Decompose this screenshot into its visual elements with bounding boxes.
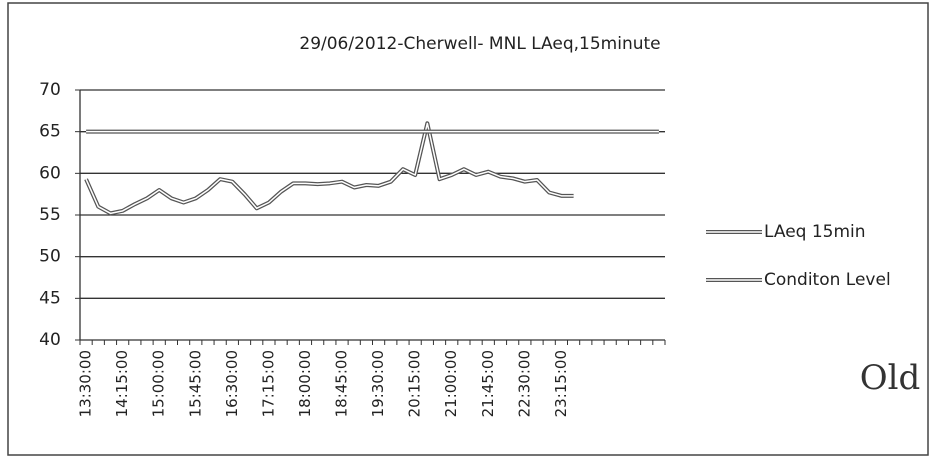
y-tick-label: 45	[39, 288, 61, 308]
y-tick-label: 50	[39, 247, 61, 267]
x-tick-label: 21:00:00	[442, 350, 460, 417]
x-tick-label: 16:30:00	[223, 350, 241, 417]
x-tick-label: 21:45:00	[479, 350, 497, 417]
chart-border	[7, 2, 929, 456]
x-tick-label: 19:30:00	[369, 350, 387, 417]
x-tick-label: 20:15:00	[406, 350, 424, 417]
legend-label: Conditon Level	[764, 270, 891, 290]
y-tick-label: 55	[39, 205, 61, 225]
series-line-outline	[84, 121, 574, 216]
x-tick-label: 23:15:00	[552, 350, 570, 417]
x-tick-label: 22:30:00	[515, 350, 533, 417]
y-tick-label: 40	[39, 330, 61, 350]
annotation: Old	[860, 358, 921, 398]
y-tick-label: 65	[39, 122, 61, 142]
x-tick-label: 18:00:00	[296, 350, 314, 417]
x-tick-label: 13:30:00	[77, 350, 95, 417]
chart-title: 29/06/2012-Cherwell- MNL LAeq,15minute	[299, 34, 660, 54]
legend-label: LAeq 15min	[764, 222, 866, 242]
x-tick-label: 15:00:00	[150, 350, 168, 417]
x-tick-label: 18:45:00	[333, 350, 351, 417]
x-tick-label: 15:45:00	[186, 350, 204, 417]
x-tick-label: 14:15:00	[113, 350, 131, 417]
series-line	[85, 122, 574, 215]
x-tick-label: 17:15:00	[259, 350, 277, 417]
y-tick-label: 60	[39, 163, 61, 183]
y-tick-label: 70	[39, 80, 61, 100]
